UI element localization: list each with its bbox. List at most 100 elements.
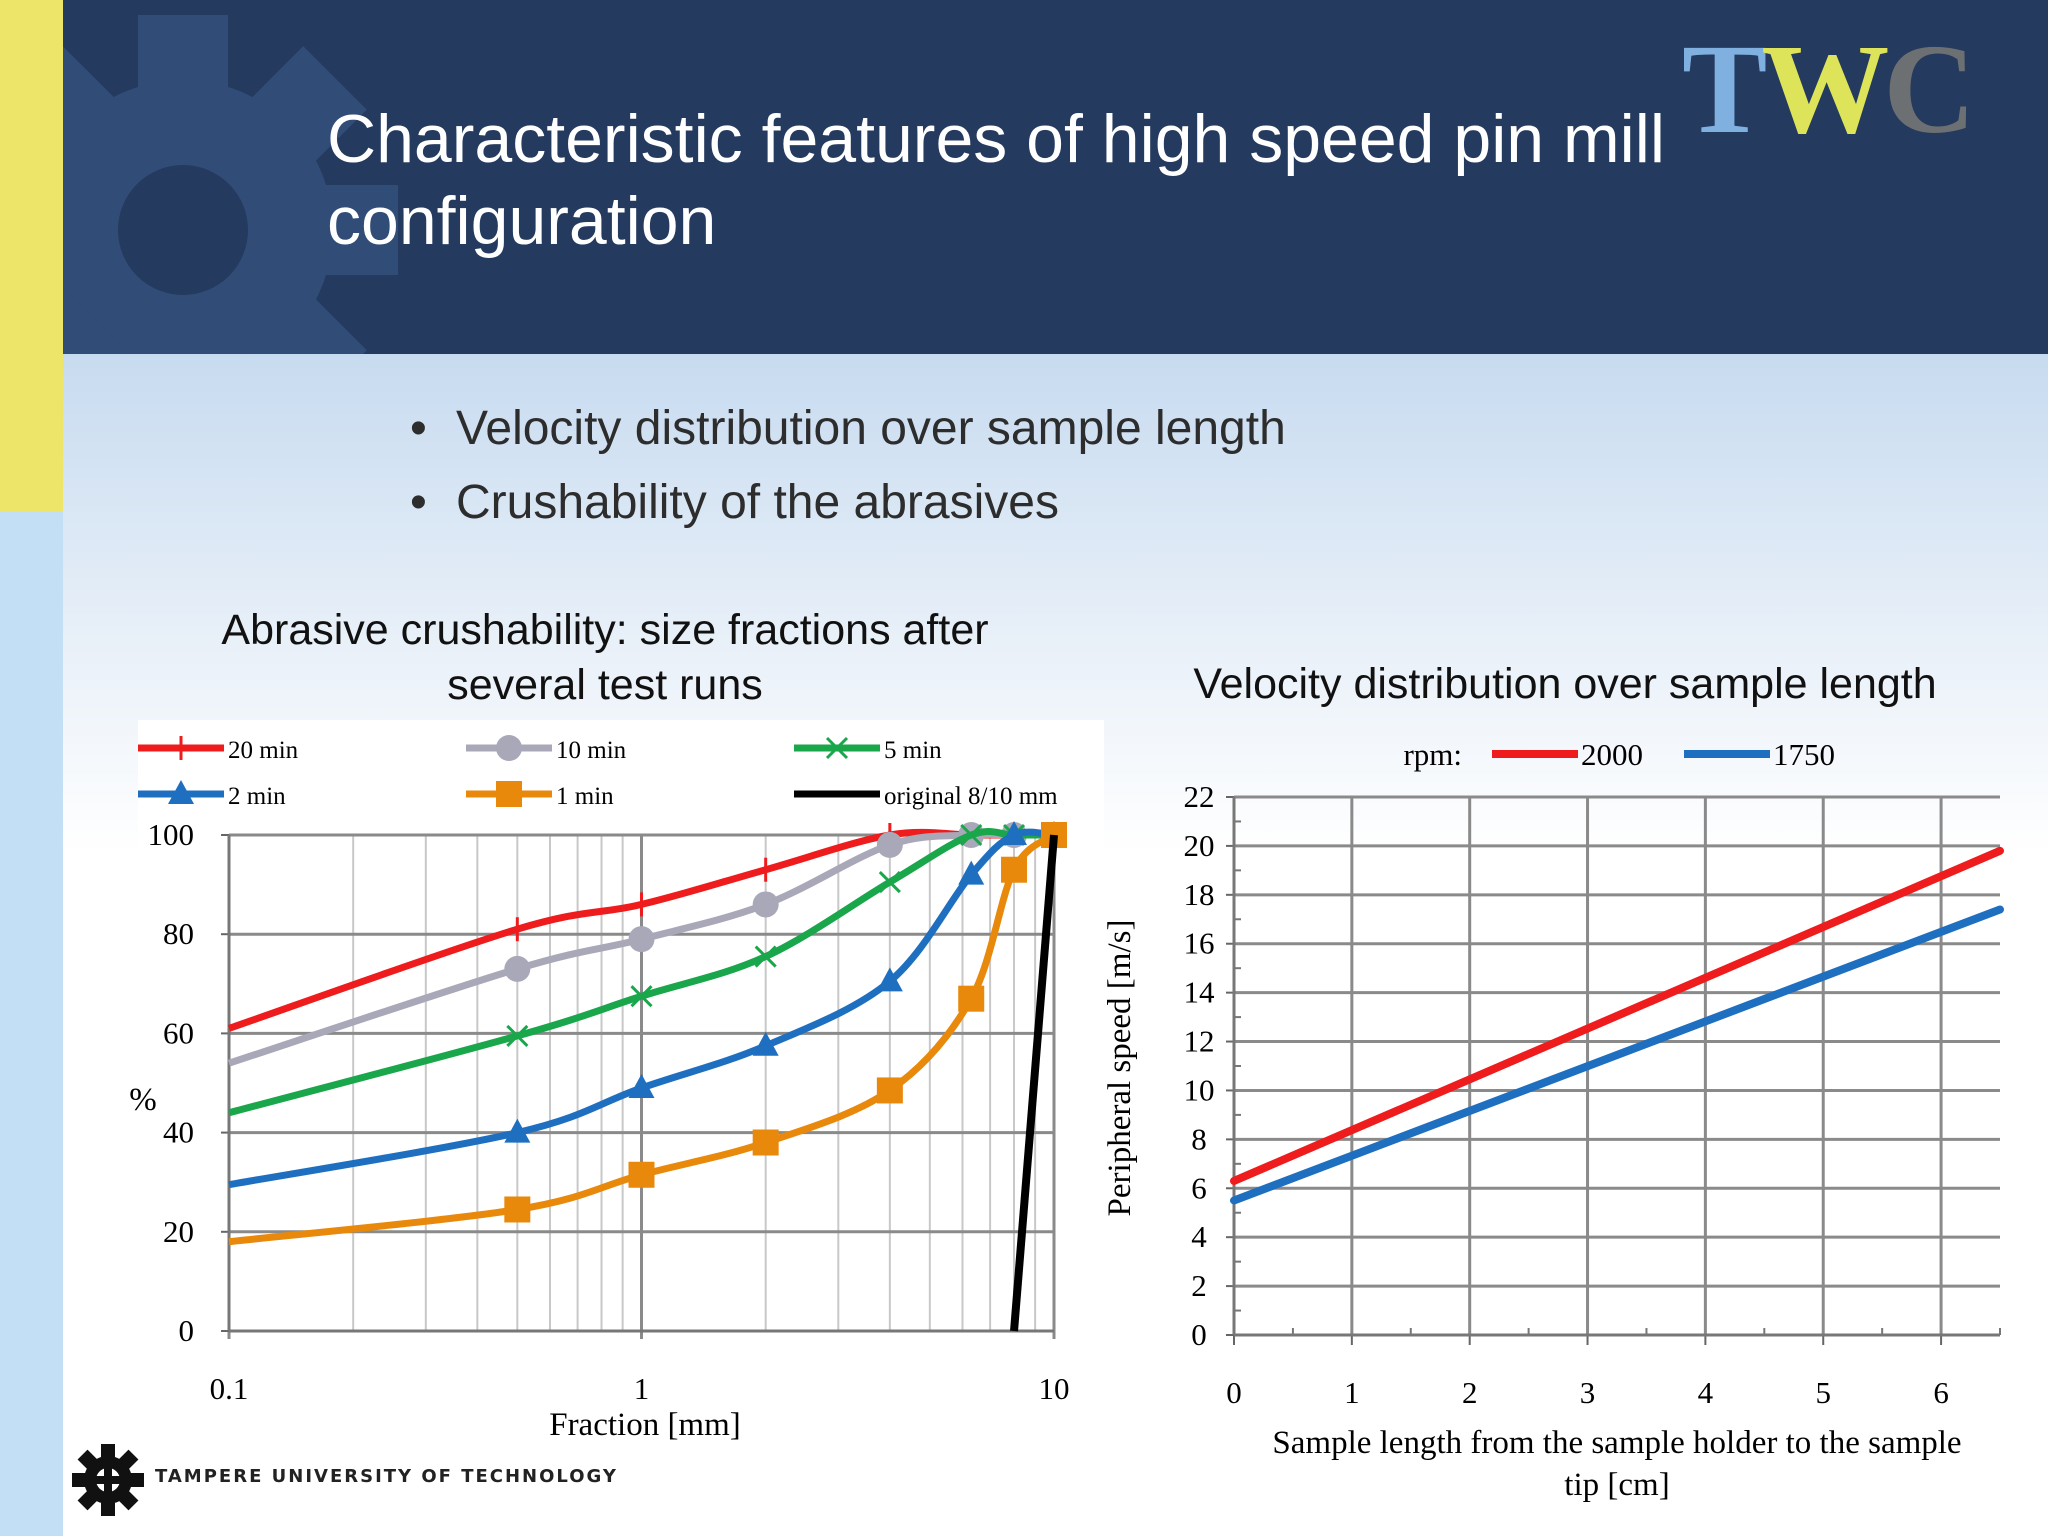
data-point — [876, 967, 903, 992]
data-point — [504, 955, 531, 982]
data-point — [754, 945, 777, 968]
legend-label: 2 min — [228, 783, 286, 810]
series-2-min — [228, 821, 1067, 1189]
x-tick-label: 0 — [1226, 1375, 1242, 1410]
legend-marker — [825, 736, 849, 760]
series-rpm-2000 — [1230, 846, 2004, 1185]
y-axis-label: % — [129, 1082, 157, 1118]
logo-letter-t: T — [1682, 18, 1767, 160]
x-tick-label: 2 — [1462, 1375, 1478, 1410]
x-tick-label: 5 — [1815, 1375, 1831, 1410]
x-tick-label: 0.1 — [210, 1371, 249, 1406]
y-tick-label: 8 — [1191, 1121, 1207, 1156]
data-point — [504, 1196, 531, 1223]
bullet-text: Velocity distribution over sample length — [456, 402, 1286, 455]
data-point — [506, 1024, 529, 1047]
y-axis-label: Peripheral speed [m/s] — [1102, 920, 1138, 1217]
x-tick-label: 1 — [1344, 1375, 1360, 1410]
series-line — [1010, 834, 1058, 1332]
y-tick-label: 14 — [1184, 975, 1216, 1010]
university-name: TAMPERE UNIVERSITY OF TECHNOLOGY — [155, 1466, 618, 1487]
y-tick-label: 20 — [163, 1214, 194, 1249]
data-point — [628, 926, 655, 953]
x-axis-label: Sample length from the sample holder to … — [1272, 1425, 1961, 1461]
yellow-accent-bar — [0, 0, 63, 512]
x-tick-label: 3 — [1580, 1375, 1596, 1410]
bullet-list: • Velocity distribution over sample lengt… — [410, 392, 1286, 540]
legend-item: original 8/10 mm — [794, 783, 1058, 810]
series-line — [1230, 905, 2004, 1205]
data-point — [958, 985, 985, 1012]
bullet-item: • Crushability of the abrasives — [410, 476, 1059, 529]
legend-label: 5 min — [884, 737, 942, 764]
gear-logo-icon — [72, 1444, 144, 1516]
legend-label: 1750 — [1773, 737, 1835, 772]
legend-item: 5 min — [794, 736, 942, 764]
series-1-min — [228, 822, 1067, 1246]
data-point — [1001, 856, 1028, 883]
header-banner — [63, 0, 2048, 354]
y-tick-label: 6 — [1191, 1170, 1207, 1205]
data-point — [752, 1129, 779, 1156]
bullet-item: • Velocity distribution over sample lengt… — [410, 402, 1286, 455]
legend-marker — [168, 780, 194, 804]
x-tick-label: 6 — [1933, 1375, 1949, 1410]
data-point — [958, 860, 985, 885]
y-tick-label: 22 — [1184, 779, 1215, 814]
data-point — [752, 1031, 779, 1056]
bullet-text: Crushability of the abrasives — [456, 476, 1059, 529]
velocity-legend: rpm: 2000 1750 — [1403, 737, 1835, 772]
y-tick-label: 100 — [148, 817, 195, 852]
x-tick-label: 1 — [634, 1371, 650, 1406]
legend-label: 10 min — [556, 737, 627, 764]
velocity-chart-title: Velocity distribution over sample length — [1193, 660, 1937, 708]
logo-letter-w: W — [1761, 18, 1889, 160]
data-point — [878, 871, 901, 894]
legend-item: 10 min — [466, 735, 627, 764]
y-tick-label: 2 — [1191, 1268, 1207, 1303]
y-tick-label: 40 — [163, 1115, 194, 1150]
twc-logo: TWC — [1682, 24, 1976, 154]
legend-title: rpm: — [1403, 737, 1462, 772]
legend-marker — [496, 735, 522, 761]
blue-accent-bar — [0, 512, 63, 1536]
data-point — [1001, 821, 1028, 845]
y-tick-label: 12 — [1184, 1024, 1215, 1059]
y-tick-label: 20 — [1184, 828, 1215, 863]
y-tick-label: 60 — [163, 1015, 194, 1050]
x-axis-label: tip [cm] — [1564, 1467, 1669, 1503]
legend-item: 1 min — [466, 781, 614, 810]
data-point — [628, 1161, 655, 1188]
x-axis-label: Fraction [mm] — [549, 1407, 741, 1443]
series-original-8-10-mm — [1010, 834, 1058, 1332]
y-tick-label: 16 — [1184, 926, 1215, 961]
data-point — [960, 823, 983, 847]
logo-letter-c: C — [1883, 18, 1975, 160]
legend-item: 2 min — [138, 780, 286, 810]
y-tick-label: 0 — [1191, 1317, 1207, 1352]
y-tick-label: 80 — [163, 916, 194, 951]
legend-label: 20 min — [228, 737, 299, 764]
data-point — [630, 985, 653, 1008]
series-line — [1230, 846, 2004, 1185]
data-point — [876, 1077, 903, 1104]
crushability-chart-title: Abrasive crushability: size fractions af… — [221, 606, 989, 709]
slide-title: Characteristic features of high speed pi… — [327, 101, 1665, 259]
data-point — [628, 1073, 655, 1098]
y-tick-label: 0 — [179, 1313, 195, 1348]
gear-watermark-icon — [63, 15, 398, 354]
data-point — [876, 831, 903, 858]
legend-item: 2000 — [1492, 737, 1643, 772]
data-point — [504, 1118, 531, 1143]
legend-label: 1 min — [556, 783, 614, 810]
series-rpm-1750 — [1230, 905, 2004, 1205]
legend-label: 2000 — [1581, 737, 1643, 772]
legend-label: original 8/10 mm — [884, 783, 1058, 810]
y-tick-label: 10 — [1184, 1072, 1215, 1107]
y-tick-label: 18 — [1184, 877, 1215, 912]
legend-item: 1750 — [1684, 737, 1835, 772]
legend-marker — [496, 781, 522, 807]
